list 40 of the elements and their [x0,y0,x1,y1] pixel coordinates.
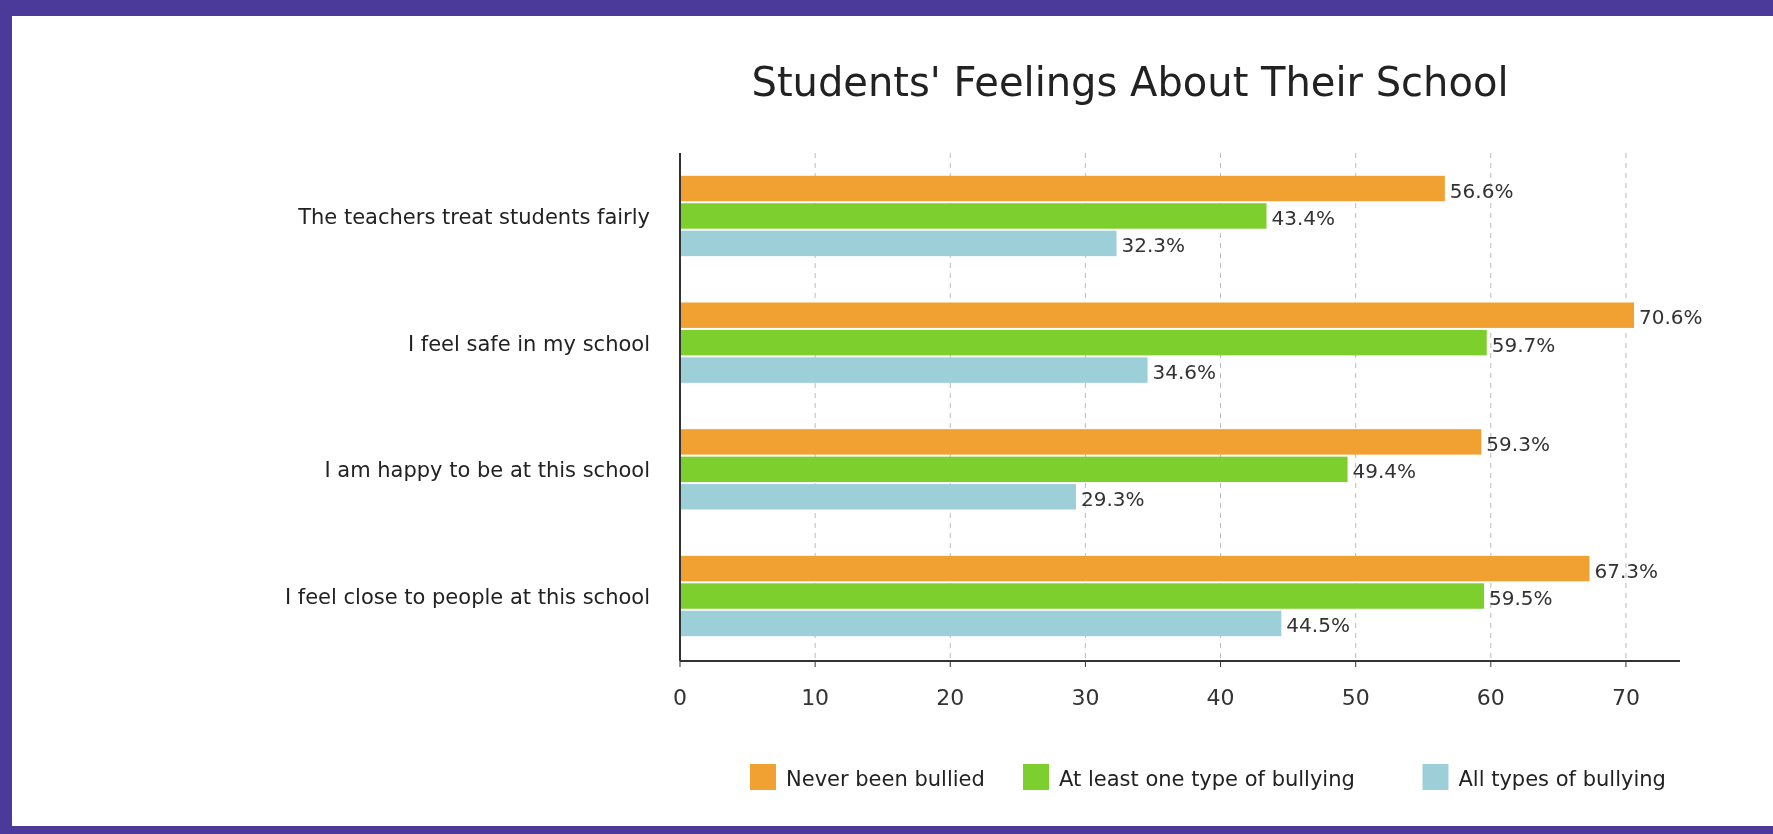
data-label: 49.4% [1352,459,1417,484]
bar [680,203,1267,229]
bar [680,555,1590,582]
legend-label: All types of bullying [1458,767,1666,791]
bar [680,610,1282,637]
bar [680,357,1148,383]
x-tick-label: 30 [1071,685,1100,710]
x-tick-label: 60 [1476,685,1505,710]
y-tick-label: I feel close to people at this school [284,585,650,610]
x-tick-label: 40 [1206,685,1235,710]
bar [680,484,1076,510]
x-tick-label: 20 [936,685,965,710]
chart-title: Students' Feelings About Their School [751,59,1509,105]
bar [680,230,1117,257]
data-label: 29.3% [1080,486,1145,511]
data-label: 59.7% [1491,332,1556,357]
data-label: 34.6% [1152,360,1217,385]
bar [680,456,1348,483]
x-tick-label: 50 [1341,685,1370,710]
data-label: 56.6% [1449,178,1514,203]
data-label: 44.5% [1286,613,1350,638]
data-label: 32.3% [1121,233,1186,258]
data-label: 70.6% [1639,305,1703,330]
bar [680,583,1485,609]
bar [680,329,1487,356]
x-tick-label: 70 [1611,685,1640,710]
x-tick-label: 10 [801,685,830,710]
bar [680,302,1635,328]
x-tick-label: 0 [673,685,687,710]
legend-label: Never been bullied [786,767,985,791]
y-tick-label: I am happy to be at this school [324,458,650,483]
y-tick-label: The teachers treat students fairly [297,204,650,229]
y-tick-label: I feel safe in my school [407,331,650,356]
bar [680,429,1482,455]
data-label: 59.3% [1486,431,1550,456]
bar [680,175,1445,202]
data-label: 67.3% [1594,558,1659,583]
data-label: 43.4% [1271,205,1336,230]
legend-label: At least one type of bullying [1059,767,1355,791]
data-label: 59.5% [1489,586,1553,611]
